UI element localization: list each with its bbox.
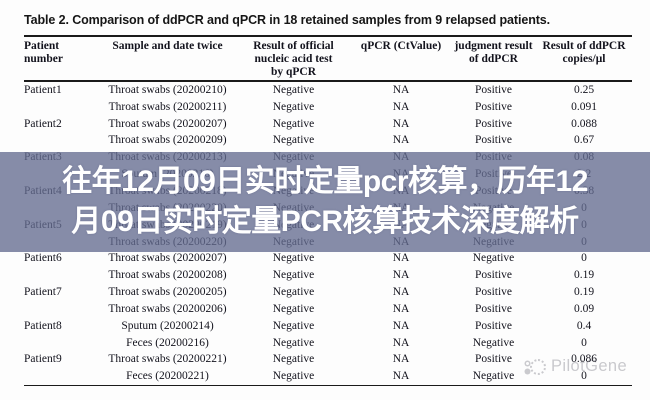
- cell-patient-number: Patient6: [24, 252, 62, 265]
- cell-ddpcr-judgment: Positive: [474, 353, 513, 366]
- cell-qpcr-ct: NA: [392, 252, 410, 265]
- cell-qpcr-ct: NA: [392, 319, 410, 332]
- cell-ddpcr-judgment: Negative: [472, 336, 515, 349]
- table-row: Patient8 Sputum (20200214) Negative NA P…: [24, 318, 632, 335]
- cell-official-result: Negative: [272, 336, 315, 349]
- cell-sample-date: Throat swabs (20200207): [108, 252, 227, 265]
- header-ddpcr-judgment: judgment result of ddPCR: [454, 40, 533, 65]
- table-row: Patient1 Throat swabs (20200210) Negativ…: [24, 82, 632, 99]
- cell-ddpcr-copies: 0.19: [573, 286, 595, 299]
- cell-qpcr-ct: NA: [392, 353, 410, 366]
- cell-patient-number: Patient9: [24, 353, 62, 366]
- cell-sample-date: Throat swabs (20200207): [108, 117, 227, 130]
- cell-official-result: Negative: [272, 370, 315, 383]
- watermark: PilotGene: [530, 357, 627, 376]
- table-row: Throat swabs (20200209) Negative NA Posi…: [24, 133, 632, 150]
- table-row: Patient9 Throat swabs (20200221) Negativ…: [24, 352, 632, 369]
- table-row: Throat swabs (20200208) Negative NA Posi…: [24, 267, 632, 284]
- cell-ddpcr-copies: 0.67: [573, 134, 595, 147]
- cell-ddpcr-copies: 0.088: [571, 117, 597, 130]
- cell-official-result: Negative: [272, 83, 315, 96]
- cell-patient-number: Patient2: [24, 117, 62, 130]
- cell-official-result: Negative: [272, 134, 315, 147]
- table-row: Throat swabs (20200211) Negative NA Posi…: [24, 99, 632, 116]
- table-row: Patient6 Throat swabs (20200207) Negativ…: [24, 250, 632, 267]
- table-row: Feces (20200221) Negative NA Negative 0: [24, 368, 632, 385]
- cell-ddpcr-copies: 0.19: [573, 269, 595, 282]
- cell-ddpcr-judgment: Positive: [474, 83, 513, 96]
- table-row: Patient7 Throat swabs (20200205) Negativ…: [24, 284, 632, 301]
- header-patient-number: Patient number: [24, 40, 63, 65]
- cell-ddpcr-judgment: Negative: [472, 252, 515, 265]
- overlay-text-line1: 往年12月09日实时定量pcr核算，历年12: [62, 165, 588, 198]
- cell-ddpcr-judgment: Positive: [474, 134, 513, 147]
- cell-sample-date: Throat swabs (20200210): [108, 83, 227, 96]
- cell-ddpcr-judgment: Positive: [474, 319, 513, 332]
- cell-official-result: Negative: [272, 319, 315, 332]
- header-sample-date: Sample and date twice: [112, 40, 223, 52]
- pilotgene-logo-icon: [530, 358, 546, 375]
- cell-official-result: Negative: [272, 252, 315, 265]
- cell-sample-date: Throat swabs (20200211): [108, 100, 227, 113]
- cell-qpcr-ct: NA: [392, 117, 410, 130]
- watermark-label: PilotGene: [551, 357, 628, 375]
- cell-ddpcr-copies: 0.091: [571, 100, 597, 113]
- cell-patient-number: Patient7: [24, 286, 62, 299]
- cell-official-result: Negative: [272, 353, 315, 366]
- cell-sample-date: Throat swabs (20200206): [108, 302, 227, 315]
- cell-sample-date: Throat swabs (20200221): [108, 353, 227, 366]
- cell-ddpcr-judgment: Positive: [474, 302, 513, 315]
- header-ddpcr-copies: Result of ddPCR copies/μl: [542, 40, 626, 65]
- overlay-banner: 往年12月09日实时定量pcr核算，历年12 月09日实时定量PCR核算技术深度…: [0, 152, 650, 252]
- cell-sample-date: Throat swabs (20200208): [108, 269, 227, 282]
- cell-qpcr-ct: NA: [392, 286, 410, 299]
- table-row: Feces (20200216) Negative NA Negative 0: [24, 335, 632, 352]
- cell-ddpcr-judgment: Negative: [472, 370, 515, 383]
- cell-ddpcr-judgment: Positive: [474, 286, 513, 299]
- cell-qpcr-ct: NA: [392, 134, 410, 147]
- cell-patient-number: Patient8: [24, 319, 62, 332]
- table-row: Throat swabs (20200206) Negative NA Posi…: [24, 301, 632, 318]
- cell-ddpcr-judgment: Positive: [474, 269, 513, 282]
- cell-ddpcr-copies: 0: [581, 336, 587, 349]
- table-header-row: Patient number Sample and date twice Res…: [24, 37, 632, 82]
- cell-official-result: Negative: [272, 269, 315, 282]
- cell-ddpcr-judgment: Positive: [474, 100, 513, 113]
- cell-ddpcr-copies: 0.09: [573, 302, 595, 315]
- cell-qpcr-ct: NA: [392, 100, 410, 113]
- cell-qpcr-ct: NA: [392, 83, 410, 96]
- cell-official-result: Negative: [272, 100, 315, 113]
- cell-qpcr-ct: NA: [392, 269, 410, 282]
- cell-sample-date: Throat swabs (20200205): [108, 286, 227, 299]
- cell-ddpcr-copies: 0: [581, 252, 587, 265]
- cell-sample-date: Sputum (20200214): [121, 319, 214, 332]
- cell-ddpcr-copies: 0: [581, 370, 587, 383]
- overlay-text-line2: 月09日实时定量PCR核算技术深度解析: [71, 205, 579, 238]
- cell-sample-date: Throat swabs (20200209): [108, 134, 227, 147]
- cell-ddpcr-copies: 0.25: [573, 83, 595, 96]
- cell-ddpcr-copies: 0.086: [571, 353, 597, 366]
- cell-sample-date: Feces (20200216): [126, 336, 209, 349]
- cell-qpcr-ct: NA: [392, 302, 410, 315]
- cell-ddpcr-judgment: Positive: [474, 117, 513, 130]
- cell-official-result: Negative: [272, 117, 315, 130]
- cell-sample-date: Feces (20200221): [126, 370, 209, 383]
- cell-qpcr-ct: NA: [392, 336, 410, 349]
- header-qpcr-ct: qPCR (CtValue): [360, 40, 442, 52]
- cell-patient-number: Patient1: [24, 83, 62, 96]
- header-official-result: Result of official nucleic acid test by …: [253, 40, 334, 78]
- cell-ddpcr-copies: 0.4: [576, 319, 592, 332]
- table-row: Patient2 Throat swabs (20200207) Negativ…: [24, 116, 632, 133]
- table-caption: Table 2. Comparison of ddPCR and qPCR in…: [24, 13, 551, 27]
- cell-official-result: Negative: [272, 302, 315, 315]
- cell-qpcr-ct: NA: [392, 370, 410, 383]
- cell-official-result: Negative: [272, 286, 315, 299]
